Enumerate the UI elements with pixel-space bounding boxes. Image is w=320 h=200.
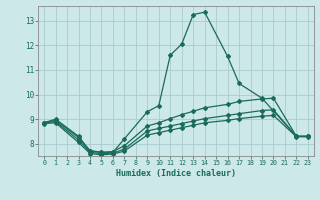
X-axis label: Humidex (Indice chaleur): Humidex (Indice chaleur)	[116, 169, 236, 178]
